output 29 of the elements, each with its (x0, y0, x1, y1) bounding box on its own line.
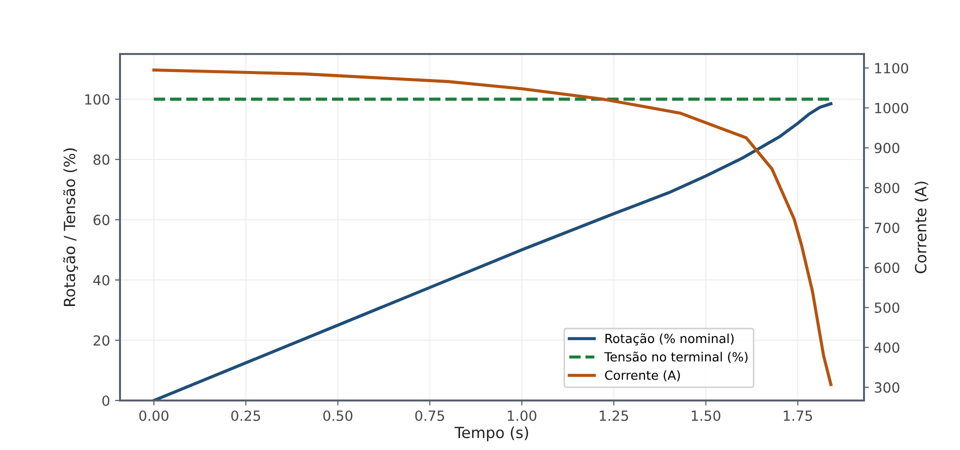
y2-tick-label: 300 (874, 382, 900, 393)
legend-label: Corrente (A) (605, 370, 680, 382)
x-tick-label: 0.00 (139, 410, 168, 421)
y-tick-label: 60 (94, 214, 110, 226)
y2-tick-label: 400 (874, 342, 900, 353)
legend-label: Rotação (% nominal) (606, 333, 734, 346)
x-tick-label: 1.75 (784, 410, 812, 421)
y2-axis-title: Corrente (A) (914, 182, 928, 274)
y-tick-label: 80 (94, 154, 110, 165)
x-axis-title: Tempo (s) (454, 426, 528, 442)
y2-tick-label: 700 (874, 222, 900, 234)
x-tick-label: 0.50 (323, 410, 352, 421)
y2-tick-label: 1100 (875, 62, 908, 74)
x-tick-label: 1.25 (600, 410, 628, 421)
x-tick-label: 1.00 (508, 410, 536, 421)
x-tick-label: 0.75 (415, 410, 444, 421)
y-tick-label: 100 (85, 94, 110, 105)
y-tick-label: 40 (93, 274, 110, 286)
y2-tick-label: 1000 (875, 102, 908, 114)
legend-label: Tensão no terminal (%) (604, 352, 748, 364)
y2-tick-label: 500 (874, 302, 900, 313)
x-tick-label: 1.50 (692, 410, 720, 421)
y2-tick-label: 800 (874, 182, 900, 194)
y-tick-label: 20 (94, 335, 110, 346)
x-tick-label: 0.25 (231, 410, 260, 421)
y2-tick-label: 600 (874, 262, 900, 274)
y2-tick-label: 900 (874, 142, 900, 154)
y-axis-title: Rotação / Tensão (%) (63, 148, 78, 306)
y-tick-label: 0 (102, 395, 110, 406)
